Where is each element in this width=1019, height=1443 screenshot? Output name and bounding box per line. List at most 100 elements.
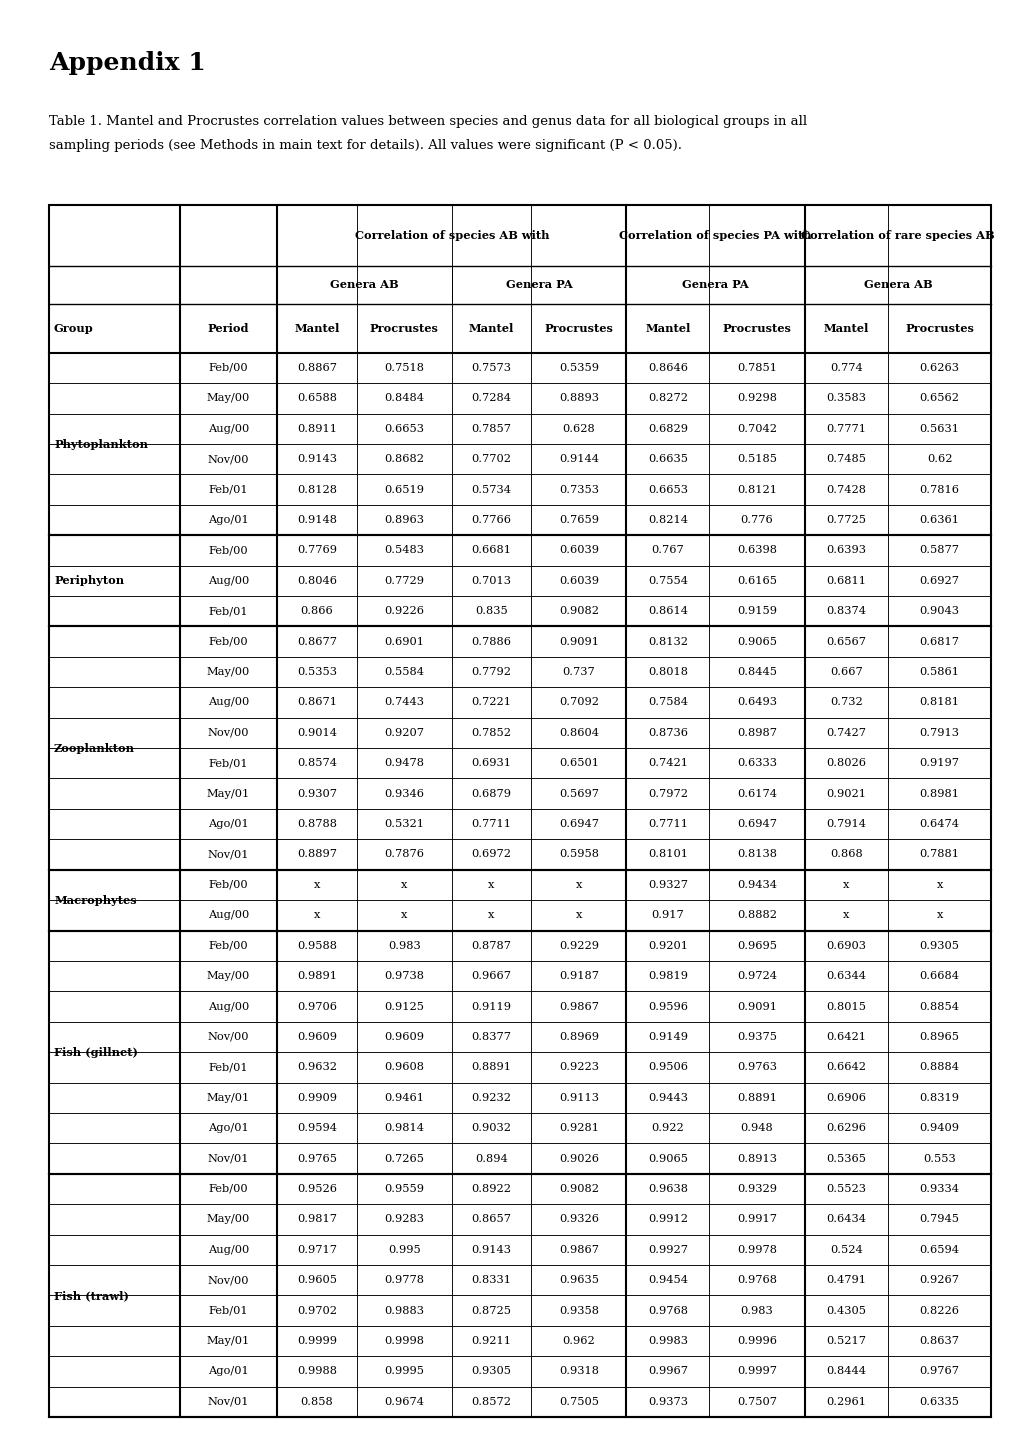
Text: 0.6817: 0.6817	[919, 636, 959, 646]
Text: Fish (gillnet): Fish (gillnet)	[54, 1046, 138, 1058]
Text: 0.5359: 0.5359	[558, 364, 598, 372]
Text: 0.8646: 0.8646	[647, 364, 687, 372]
Text: Nov/00: Nov/00	[208, 727, 249, 737]
Text: 0.776: 0.776	[740, 515, 772, 525]
Text: 0.9329: 0.9329	[737, 1183, 776, 1193]
Text: 0.8574: 0.8574	[297, 758, 336, 768]
Text: Genera AB: Genera AB	[863, 280, 931, 290]
Text: 0.9143: 0.9143	[471, 1245, 511, 1255]
Text: Phytoplankton: Phytoplankton	[54, 439, 148, 450]
Text: Mantel: Mantel	[645, 323, 690, 333]
Text: 0.9281: 0.9281	[558, 1123, 598, 1133]
Text: 0.9917: 0.9917	[737, 1215, 776, 1224]
Text: 0.8374: 0.8374	[825, 606, 865, 616]
Text: 0.8893: 0.8893	[558, 394, 598, 404]
Text: 0.7725: 0.7725	[825, 515, 865, 525]
Text: 0.8101: 0.8101	[647, 850, 687, 860]
Text: 0.6567: 0.6567	[825, 636, 865, 646]
Text: 0.9867: 0.9867	[558, 1001, 598, 1012]
Text: 0.9148: 0.9148	[297, 515, 336, 525]
Text: 0.6361: 0.6361	[919, 515, 959, 525]
Text: x: x	[488, 911, 494, 921]
Text: 0.9226: 0.9226	[384, 606, 424, 616]
Text: 0.9201: 0.9201	[647, 941, 687, 951]
Text: May/01: May/01	[207, 789, 250, 798]
Text: 0.5697: 0.5697	[558, 789, 598, 798]
Text: 0.7584: 0.7584	[647, 697, 687, 707]
Text: 0.8637: 0.8637	[919, 1336, 959, 1346]
Text: 0.7769: 0.7769	[297, 545, 336, 556]
Text: 0.7711: 0.7711	[471, 820, 511, 830]
Text: 0.9478: 0.9478	[384, 758, 424, 768]
Text: 0.8897: 0.8897	[297, 850, 336, 860]
Text: 0.5353: 0.5353	[297, 667, 336, 677]
Text: 0.9267: 0.9267	[919, 1276, 959, 1286]
Text: 0.866: 0.866	[301, 606, 333, 616]
Text: 0.7427: 0.7427	[825, 727, 865, 737]
Text: 0.9159: 0.9159	[737, 606, 776, 616]
Text: 0.7013: 0.7013	[471, 576, 511, 586]
Text: 0.6333: 0.6333	[737, 758, 776, 768]
Text: x: x	[575, 911, 582, 921]
Text: 0.6903: 0.6903	[825, 941, 865, 951]
Text: 0.5321: 0.5321	[384, 820, 424, 830]
Text: 0.2961: 0.2961	[825, 1397, 865, 1407]
Text: 0.4791: 0.4791	[825, 1276, 865, 1286]
Text: 0.6263: 0.6263	[919, 364, 959, 372]
Text: 0.9327: 0.9327	[647, 880, 687, 890]
Text: 0.9632: 0.9632	[297, 1062, 336, 1072]
Text: 0.9091: 0.9091	[737, 1001, 776, 1012]
Text: x: x	[400, 911, 407, 921]
Text: Feb/00: Feb/00	[209, 636, 248, 646]
Text: Ago/01: Ago/01	[208, 820, 249, 830]
Text: 0.6906: 0.6906	[825, 1092, 865, 1102]
Text: 0.983: 0.983	[740, 1306, 772, 1316]
Text: Genera AB: Genera AB	[330, 280, 398, 290]
Text: 0.9983: 0.9983	[647, 1336, 687, 1346]
Text: 0.8922: 0.8922	[471, 1183, 511, 1193]
Text: 0.995: 0.995	[387, 1245, 420, 1255]
Text: Genera PA: Genera PA	[682, 280, 748, 290]
Text: x: x	[842, 880, 849, 890]
Text: 0.868: 0.868	[829, 850, 862, 860]
Text: 0.9229: 0.9229	[558, 941, 598, 951]
Text: 0.8854: 0.8854	[919, 1001, 959, 1012]
Text: 0.6642: 0.6642	[825, 1062, 865, 1072]
Text: 0.8787: 0.8787	[471, 941, 511, 951]
Text: 0.948: 0.948	[740, 1123, 772, 1133]
Text: 0.7851: 0.7851	[737, 364, 776, 372]
Text: 0.6829: 0.6829	[647, 424, 687, 434]
Text: 0.8884: 0.8884	[919, 1062, 959, 1072]
Text: 0.8963: 0.8963	[384, 515, 424, 525]
Text: 0.8891: 0.8891	[737, 1092, 776, 1102]
Text: x: x	[314, 880, 320, 890]
Text: 0.553: 0.553	[922, 1153, 955, 1163]
Text: 0.9738: 0.9738	[384, 971, 424, 981]
Text: 0.9305: 0.9305	[919, 941, 959, 951]
Text: Aug/00: Aug/00	[208, 424, 249, 434]
Text: 0.7792: 0.7792	[471, 667, 511, 677]
Text: 0.9318: 0.9318	[558, 1367, 598, 1377]
Text: 0.8214: 0.8214	[647, 515, 687, 525]
Text: 0.9307: 0.9307	[297, 789, 336, 798]
Text: 0.5185: 0.5185	[737, 455, 776, 465]
Text: 0.7913: 0.7913	[919, 727, 959, 737]
Text: Feb/00: Feb/00	[209, 880, 248, 890]
Text: 0.5861: 0.5861	[919, 667, 959, 677]
Text: 0.9978: 0.9978	[737, 1245, 776, 1255]
Text: Nov/01: Nov/01	[208, 850, 249, 860]
Text: 0.9082: 0.9082	[558, 1183, 598, 1193]
Text: 0.9674: 0.9674	[384, 1397, 424, 1407]
Text: 0.9998: 0.9998	[384, 1336, 424, 1346]
Text: 0.9609: 0.9609	[384, 1032, 424, 1042]
Text: 0.9187: 0.9187	[558, 971, 598, 981]
Text: 0.922: 0.922	[651, 1123, 684, 1133]
Text: 0.5365: 0.5365	[825, 1153, 865, 1163]
Text: 0.9594: 0.9594	[297, 1123, 336, 1133]
Text: Appendix 1: Appendix 1	[49, 51, 206, 75]
Text: 0.9588: 0.9588	[297, 941, 336, 951]
Text: 0.5877: 0.5877	[919, 545, 959, 556]
Text: 0.6519: 0.6519	[384, 485, 424, 495]
Text: 0.9912: 0.9912	[647, 1215, 687, 1224]
Text: 0.524: 0.524	[829, 1245, 862, 1255]
